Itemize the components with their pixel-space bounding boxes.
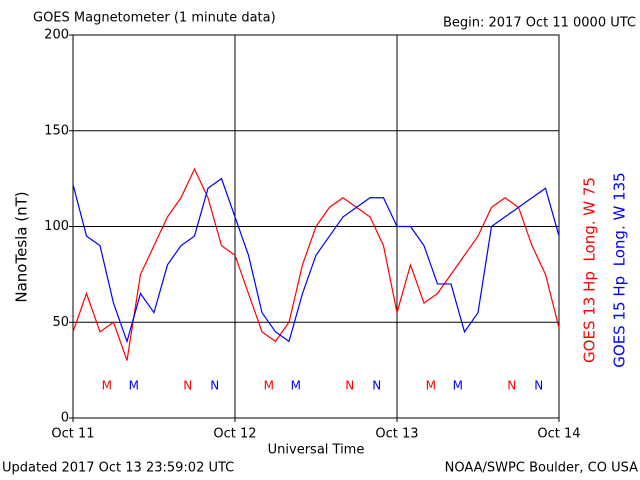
chart-subtitle: Begin: 2017 Oct 11 0000 UTC	[443, 16, 636, 31]
footer-right: NOAA/SWPC Boulder, CO USA	[445, 461, 638, 476]
y-tick-label: 0	[61, 411, 69, 426]
annotation: N	[372, 379, 381, 393]
series-line	[72, 167, 560, 361]
footer-left: Updated 2017 Oct 13 23:59:02 UTC	[2, 461, 234, 476]
legend-entry: GOES 15 Hp Long. W 135	[611, 172, 629, 367]
annotation: N	[210, 379, 219, 393]
annotation: M	[426, 379, 436, 393]
annotation: M	[102, 379, 112, 393]
y-axis-label: NanoTesla (nT)	[13, 191, 31, 302]
x-axis-label: Universal Time	[268, 443, 365, 458]
y-tick-label: 100	[44, 219, 69, 234]
annotation: N	[345, 379, 354, 393]
x-tick-label: Oct 11	[51, 427, 94, 442]
x-tick-label: Oct 12	[213, 427, 256, 442]
annotation: M	[264, 379, 274, 393]
y-tick-label: 200	[44, 28, 69, 43]
x-tick-label: Oct 13	[375, 427, 418, 442]
y-tick-label: 150	[44, 123, 69, 138]
annotation: N	[183, 379, 192, 393]
series-line	[72, 177, 560, 344]
legend-entry: GOES 13 Hp Long. W 75	[581, 177, 599, 363]
annotation: N	[507, 379, 516, 393]
annotation: M	[453, 379, 463, 393]
annotation: M	[129, 379, 139, 393]
chart-title: GOES Magnetometer (1 minute data)	[33, 11, 276, 26]
y-tick-label: 50	[52, 315, 69, 330]
annotation: N	[534, 379, 543, 393]
x-tick-label: Oct 14	[537, 427, 580, 442]
annotation: M	[291, 379, 301, 393]
